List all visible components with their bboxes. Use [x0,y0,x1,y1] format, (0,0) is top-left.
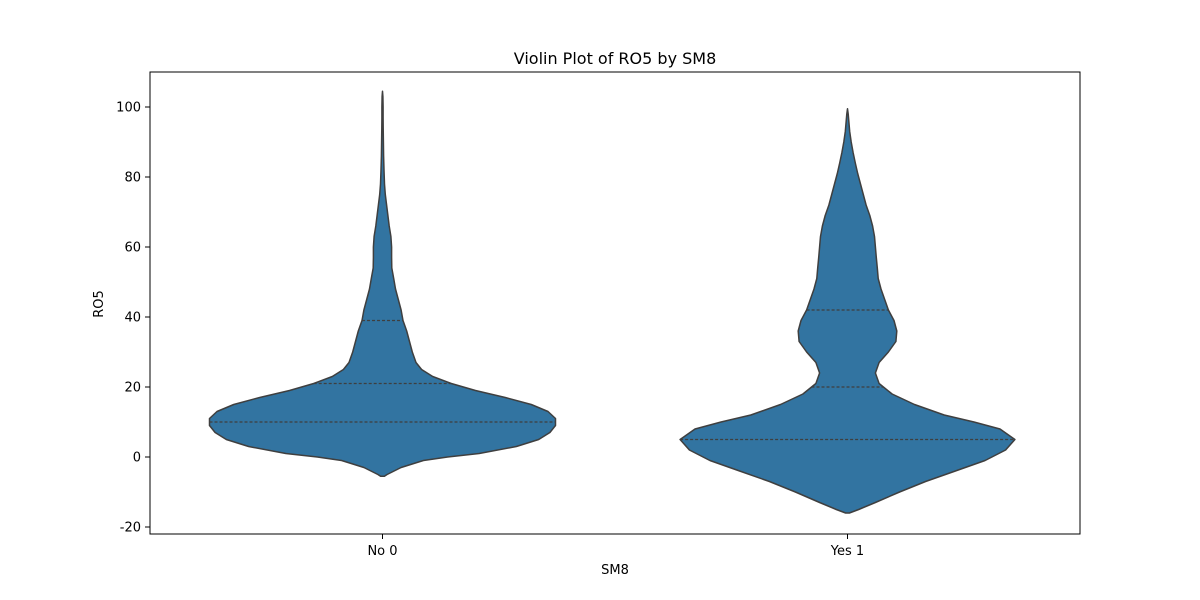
x-tick-label: No 0 [367,544,397,559]
y-tick-label: 20 [124,381,141,396]
violins-layer [208,90,1016,514]
y-axis: -20 0 20 40 60 80 100 [116,101,150,536]
x-tick-label: Yes 1 [830,544,864,559]
y-tick-label: 80 [124,171,141,186]
x-axis-title: SM8 [601,563,629,578]
plot-frame [149,71,1081,535]
y-tick-label: -20 [120,521,141,536]
y-tick-label: 60 [124,241,141,256]
quartiles-layer [209,309,1015,441]
violin-2 [679,108,1016,514]
y-tick-label: 100 [116,101,141,116]
y-tick-label: 0 [133,451,141,466]
chart-title: Violin Plot of RO5 by SM8 [514,49,717,68]
x-axis: No 0 Yes 1 [367,534,864,559]
y-tick-label: 40 [124,311,141,326]
y-axis-title: RO5 [92,290,107,318]
violin-1 [208,90,557,478]
